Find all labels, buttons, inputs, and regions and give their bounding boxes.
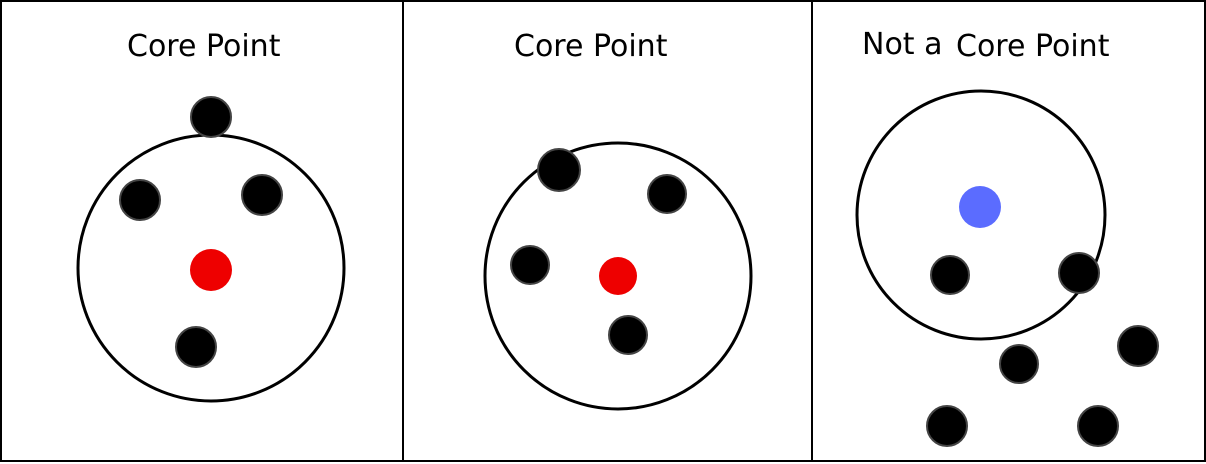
neighbor-point: [510, 245, 550, 285]
neighbor-point: [1058, 252, 1100, 294]
outside-point: [1117, 325, 1159, 367]
neighbor-point: [647, 174, 687, 214]
neighbor-point: [119, 179, 161, 221]
center-point: [599, 257, 637, 295]
neighbor-point: [537, 148, 581, 192]
center-point: [190, 249, 232, 291]
epsilon-neighborhood-circle: [483, 141, 753, 411]
outside-point: [999, 344, 1039, 384]
neighbor-point: [241, 174, 283, 216]
center-point: [959, 186, 1001, 228]
panel-core-point-1: Core Point: [0, 0, 404, 462]
neighbor-point: [190, 96, 232, 138]
outside-point: [1077, 405, 1119, 447]
panel-1-figure: [76, 96, 346, 403]
panel-2-title: Core Point: [514, 29, 668, 64]
panel-1-title: Core Point: [127, 29, 281, 64]
panel-not-core-point: Not a Core Point: [811, 0, 1206, 462]
panel-2-figure: [483, 141, 753, 411]
outside-point: [926, 405, 968, 447]
panel-core-point-2: Core Point: [402, 0, 813, 462]
panel-3-figure: [855, 89, 1159, 447]
neighbor-point: [608, 315, 648, 355]
panel-3-title: Core Point: [956, 29, 1110, 64]
panel-3-title-prefix: Not a: [862, 27, 943, 62]
neighbor-point: [175, 326, 217, 368]
neighbor-point: [930, 255, 970, 295]
epsilon-neighborhood-circle: [855, 89, 1107, 341]
